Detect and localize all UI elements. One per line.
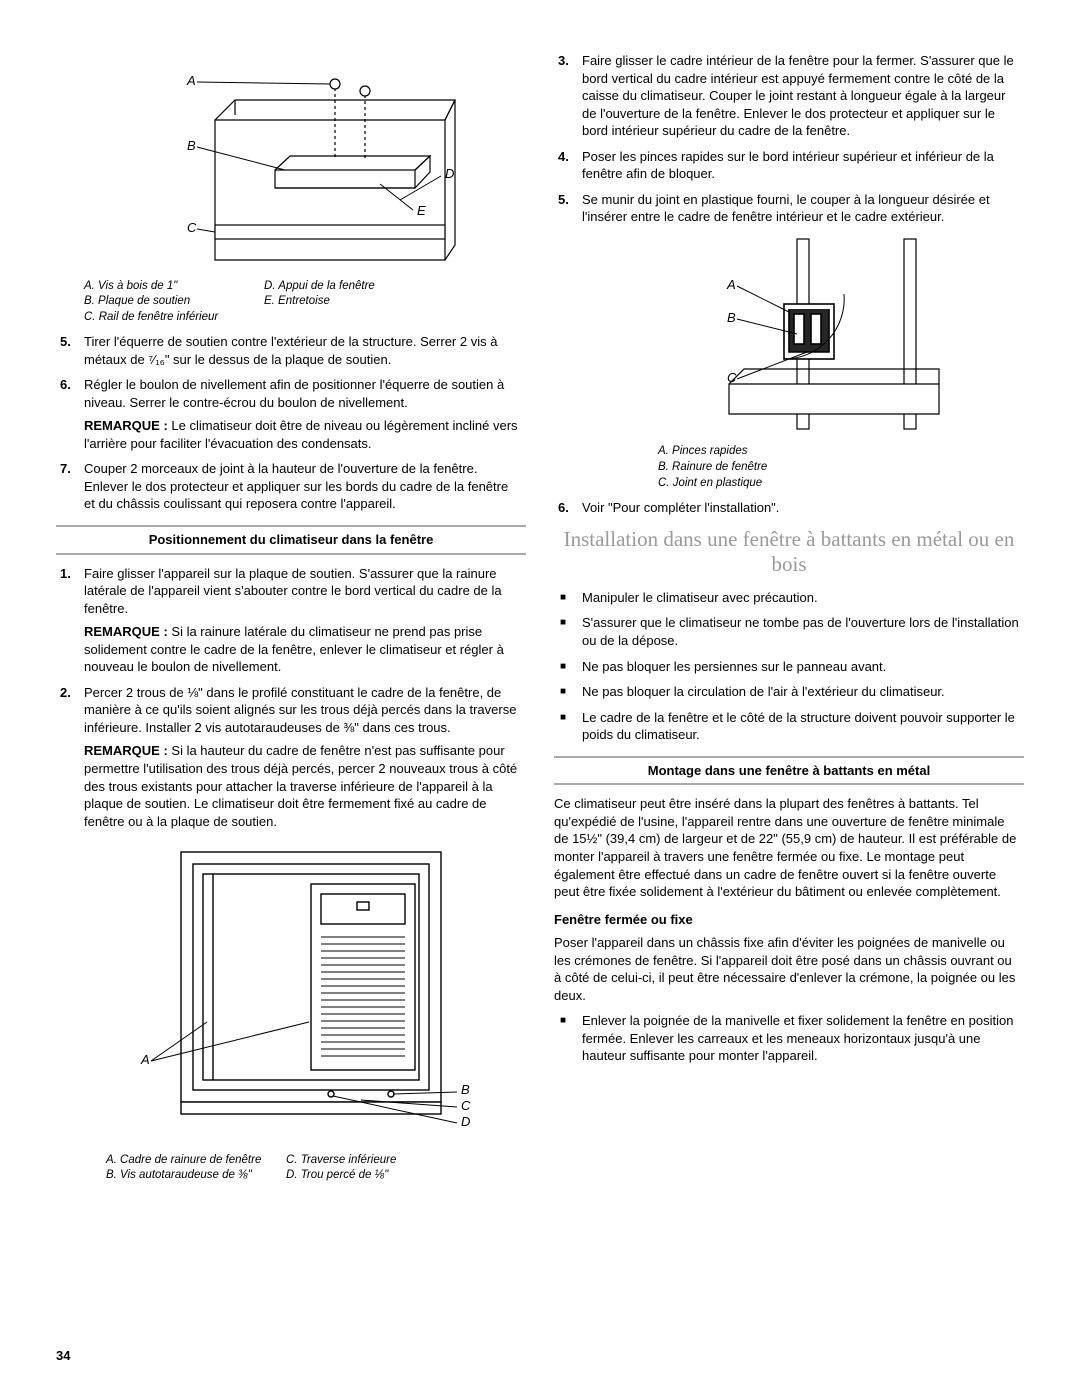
- step-list-3b: Voir "Pour compléter l'installation".: [554, 499, 1024, 517]
- bullets-precautions: Manipuler le climatiseur avec précaution…: [554, 589, 1024, 744]
- para-montage: Ce climatiseur peut être inséré dans la …: [554, 795, 1024, 900]
- subhead-montage-metal: Montage dans une fenêtre à battants en m…: [554, 756, 1024, 786]
- svg-text:D: D: [445, 166, 454, 181]
- svg-text:C: C: [727, 370, 737, 385]
- svg-text:B: B: [187, 138, 196, 153]
- svg-text:A: A: [726, 277, 736, 292]
- step-list-3: Faire glisser le cadre intérieur de la f…: [554, 52, 1024, 226]
- diagram-support-bracket: A B C D E: [84, 60, 526, 275]
- subhead-positionnement: Positionnement du climatiseur dans la fe…: [56, 525, 526, 555]
- svg-text:A: A: [186, 73, 196, 88]
- step-list-1: Tirer l'équerre de soutien contre l'exté…: [56, 333, 526, 513]
- svg-text:E: E: [417, 203, 426, 218]
- diagram-clips: A B C: [626, 234, 1012, 439]
- diagram1-legend: A. Vis à bois de 1"D. Appui de la fenêtr…: [84, 279, 526, 326]
- svg-text:B: B: [461, 1082, 470, 1097]
- bullets-fenetre: Enlever la poignée de la manivelle et fi…: [554, 1012, 1024, 1065]
- diagram2-legend: A. Cadre de rainure de fenêtreC. Travers…: [106, 1153, 526, 1184]
- svg-text:C: C: [187, 220, 197, 235]
- section-heading-casement: Installation dans une fenêtre à battants…: [554, 527, 1024, 577]
- sub-bold-fenêtre-fermee: Fenêtre fermée ou fixe: [554, 911, 1024, 929]
- svg-text:A: A: [140, 1052, 150, 1067]
- diagram3-legend: A. Pinces rapides B. Rainure de fenêtre …: [658, 444, 1024, 491]
- svg-text:C: C: [461, 1098, 471, 1113]
- page-number: 34: [56, 1347, 70, 1365]
- svg-text:D: D: [461, 1114, 470, 1129]
- diagram-ac-window: A B C D: [76, 842, 526, 1147]
- step-list-2: Faire glisser l'appareil sur la plaque d…: [56, 565, 526, 831]
- para-fenetre: Poser l'appareil dans un châssis fixe af…: [554, 934, 1024, 1004]
- svg-text:B: B: [727, 310, 736, 325]
